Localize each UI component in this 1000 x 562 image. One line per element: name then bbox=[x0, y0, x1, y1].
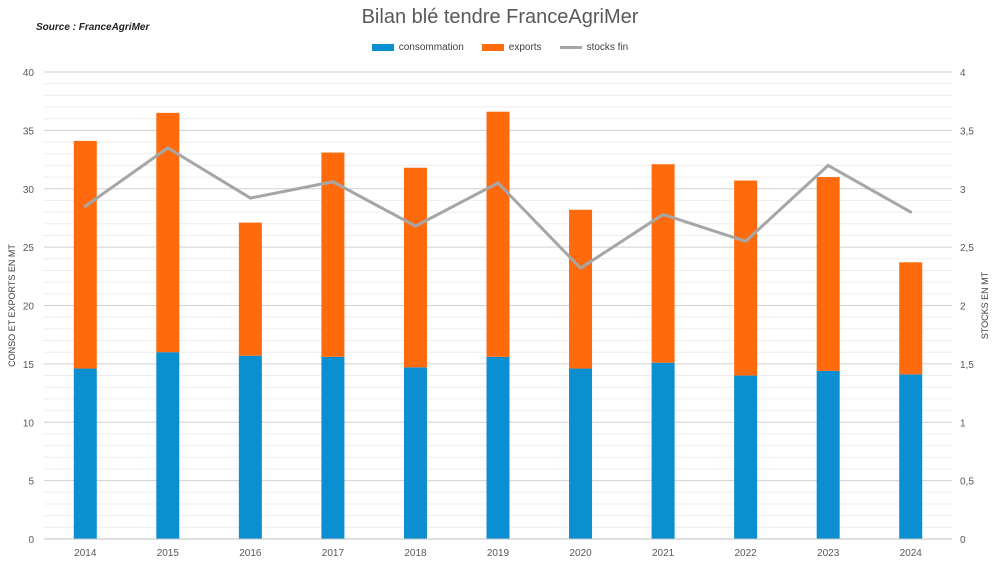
bar-exports bbox=[73, 140, 97, 369]
y-tick-label: 15 bbox=[23, 360, 35, 371]
y2-tick-label: 3,5 bbox=[960, 126, 974, 137]
y-tick-label: 10 bbox=[23, 418, 35, 429]
y2-tick-label: 3 bbox=[960, 185, 966, 196]
y-tick-label: 35 bbox=[23, 126, 35, 137]
legend-swatch-stocks-fin bbox=[559, 46, 582, 49]
x-tick-label: 2022 bbox=[735, 548, 758, 559]
y-tick-label: 0 bbox=[28, 535, 34, 546]
x-tick-label: 2015 bbox=[157, 548, 180, 559]
y2-tick-label: 1,5 bbox=[960, 360, 974, 371]
y-tick-label: 25 bbox=[23, 243, 35, 254]
chart-title: Bilan blé tendre FranceAgriMer bbox=[361, 6, 639, 28]
x-tick-label: 2024 bbox=[900, 548, 923, 559]
bar-exports bbox=[734, 180, 758, 376]
bar-exports bbox=[156, 112, 180, 353]
y2-tick-label: 4 bbox=[960, 68, 966, 79]
bar-consommation bbox=[403, 367, 427, 539]
x-tick-label: 2014 bbox=[74, 548, 97, 559]
bar-consommation bbox=[238, 355, 262, 539]
y2-tick-label: 0 bbox=[960, 535, 966, 546]
bar-exports bbox=[569, 209, 593, 369]
y-tick-label: 40 bbox=[23, 68, 35, 79]
bar-consommation bbox=[73, 368, 97, 539]
x-tick-label: 2020 bbox=[569, 548, 592, 559]
bar-exports bbox=[403, 167, 427, 368]
y-tick-label: 30 bbox=[23, 185, 35, 196]
bar-consommation bbox=[569, 368, 593, 539]
legend-label-exports: exports bbox=[508, 42, 542, 53]
source-note: Source : FranceAgriMer bbox=[36, 22, 150, 33]
y2-axis-title: STOCKS EN MT bbox=[980, 271, 990, 339]
y2-tick-label: 1 bbox=[960, 418, 966, 429]
legend-swatch-consommation bbox=[371, 44, 394, 51]
bar-consommation bbox=[321, 356, 345, 539]
bar-exports bbox=[816, 177, 840, 371]
y2-tick-label: 2,5 bbox=[960, 243, 974, 254]
legend-item-exports: exports bbox=[481, 42, 542, 53]
x-tick-label: 2021 bbox=[652, 548, 675, 559]
x-tick-label: 2019 bbox=[487, 548, 510, 559]
bar-consommation bbox=[899, 374, 923, 539]
y2-tick-label: 0,5 bbox=[960, 477, 974, 488]
y2-tick-label: 2 bbox=[960, 302, 966, 313]
bar-exports bbox=[486, 111, 510, 357]
y-tick-label: 5 bbox=[28, 477, 34, 488]
bar-exports bbox=[238, 222, 262, 356]
legend: consommation exports stocks fin bbox=[0, 42, 1000, 53]
legend-item-consommation: consommation bbox=[371, 42, 464, 53]
x-tick-label: 2018 bbox=[404, 548, 427, 559]
y-tick-label: 20 bbox=[23, 302, 35, 313]
legend-label-consommation: consommation bbox=[398, 42, 464, 53]
x-tick-label: 2023 bbox=[817, 548, 840, 559]
bar-consommation bbox=[651, 362, 675, 539]
x-tick-label: 2017 bbox=[322, 548, 345, 559]
legend-swatch-exports bbox=[481, 44, 504, 51]
bar-consommation bbox=[816, 370, 840, 539]
legend-item-stocks-fin: stocks fin bbox=[559, 42, 629, 53]
legend-label-stocks-fin: stocks fin bbox=[586, 42, 629, 53]
bar-consommation bbox=[734, 375, 758, 539]
x-tick-label: 2016 bbox=[239, 548, 262, 559]
bar-exports bbox=[651, 164, 675, 363]
bar-exports bbox=[899, 262, 923, 375]
y-axis-title: CONSO ET EXPORTS EN MT bbox=[7, 244, 17, 367]
bar-consommation bbox=[486, 356, 510, 539]
bar-consommation bbox=[156, 352, 180, 539]
bar-exports bbox=[321, 152, 345, 357]
